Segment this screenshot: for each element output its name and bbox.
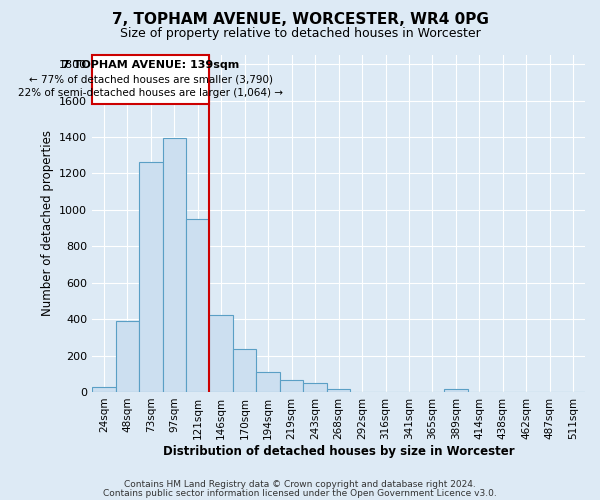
- Bar: [444, 389, 467, 392]
- Bar: [280, 380, 304, 392]
- Text: Size of property relative to detached houses in Worcester: Size of property relative to detached ho…: [119, 28, 481, 40]
- Bar: [116, 321, 139, 392]
- Bar: [233, 349, 256, 392]
- Bar: [327, 389, 350, 392]
- Y-axis label: Number of detached properties: Number of detached properties: [41, 130, 53, 316]
- Bar: [163, 138, 186, 392]
- Bar: [92, 388, 116, 392]
- Bar: [186, 219, 209, 392]
- Bar: [209, 316, 233, 392]
- Text: Contains HM Land Registry data © Crown copyright and database right 2024.: Contains HM Land Registry data © Crown c…: [124, 480, 476, 489]
- Bar: [139, 162, 163, 392]
- Text: 22% of semi-detached houses are larger (1,064) →: 22% of semi-detached houses are larger (…: [19, 88, 283, 98]
- Text: Contains public sector information licensed under the Open Government Licence v3: Contains public sector information licen…: [103, 488, 497, 498]
- X-axis label: Distribution of detached houses by size in Worcester: Distribution of detached houses by size …: [163, 444, 514, 458]
- Text: 7 TOPHAM AVENUE: 139sqm: 7 TOPHAM AVENUE: 139sqm: [62, 60, 239, 70]
- Bar: [256, 372, 280, 392]
- FancyBboxPatch shape: [92, 55, 209, 104]
- Bar: [304, 383, 327, 392]
- Text: 7, TOPHAM AVENUE, WORCESTER, WR4 0PG: 7, TOPHAM AVENUE, WORCESTER, WR4 0PG: [112, 12, 488, 28]
- Text: ← 77% of detached houses are smaller (3,790): ← 77% of detached houses are smaller (3,…: [29, 74, 273, 85]
